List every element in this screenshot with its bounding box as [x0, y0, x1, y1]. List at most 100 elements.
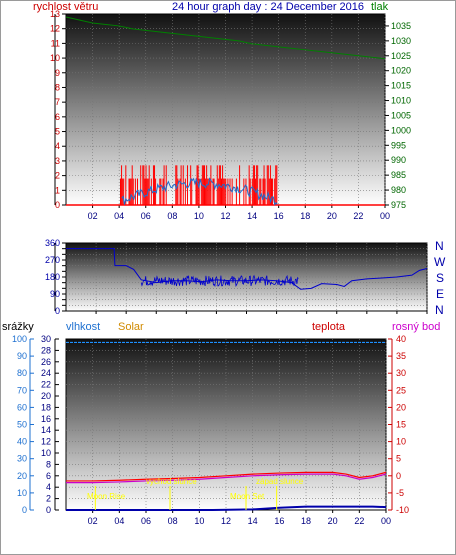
x-tick-label: 04 — [114, 211, 124, 221]
wind-tick-label: 3 — [55, 156, 60, 166]
rain-tick-label: 18 — [41, 402, 51, 412]
wind-average-line — [121, 177, 278, 206]
wind-tick-label: 9 — [55, 68, 60, 78]
direction-panel-series — [66, 248, 428, 290]
temperature-label: teplota — [312, 321, 346, 333]
x-tick-label: 02 — [88, 211, 98, 221]
wind-label: rychlost větru — [33, 1, 98, 13]
humidity-tick-label: 30 — [17, 454, 27, 464]
rain-tick-label: 24 — [41, 368, 51, 378]
pressure-tick-label: 1015 — [391, 81, 411, 91]
pressure-tick-label: 1000 — [391, 125, 411, 135]
x-tick-label: 06 — [141, 211, 151, 221]
x-tick-label: 14 — [247, 211, 257, 221]
temperature-tick-label: -10 — [396, 505, 409, 515]
compass-e: E — [436, 287, 444, 301]
pressure-tick-label: 975 — [391, 200, 406, 210]
dewpoint-line — [66, 473, 387, 484]
rain-tick-label: 30 — [41, 334, 51, 344]
wind-panel-axes: 0204060810121416182022000123456789101112… — [50, 9, 411, 221]
x-tick-label: 10 — [194, 211, 204, 221]
compass-n-bottom: N — [435, 303, 444, 317]
event-sunrise: vychod slunce — [146, 477, 197, 486]
temperature-humidity-panel — [65, 338, 387, 511]
direction-variability-line — [140, 274, 299, 288]
humidity-tick-label: 0 — [22, 505, 27, 515]
x-tick-label: 00 — [381, 516, 391, 526]
solar-label: Solar — [118, 321, 144, 333]
compass-w: W — [434, 255, 446, 269]
rain-line — [66, 505, 387, 511]
rain-tick-label: 20 — [41, 391, 51, 401]
rain-tick-label: 8 — [46, 459, 51, 469]
x-tick-label: 06 — [141, 516, 151, 526]
compass-s: S — [436, 271, 444, 285]
x-tick-label: 12 — [220, 211, 230, 221]
x-tick-label: 20 — [327, 211, 337, 221]
event-moon-set: Moon Set — [230, 492, 265, 501]
pressure-tick-label: 995 — [391, 140, 406, 150]
temperature-tick-label: 5 — [396, 454, 401, 464]
pressure-tick-label: 1035 — [391, 21, 411, 31]
direction-tick-label: 180 — [45, 272, 60, 282]
wind-tick-label: 4 — [55, 141, 60, 151]
x-tick-label: 18 — [300, 211, 310, 221]
rain-tick-label: 26 — [41, 357, 51, 367]
rain-tick-label: 4 — [46, 482, 51, 492]
wind-tick-label: 0 — [55, 200, 60, 210]
pressure-tick-label: 1020 — [391, 66, 411, 76]
wind-tick-label: 6 — [55, 112, 60, 122]
temperature-tick-label: 30 — [396, 368, 406, 378]
pressure-tick-label: 1010 — [391, 96, 411, 106]
humidity-tick-label: 50 — [17, 420, 27, 430]
humidity-tick-label: 80 — [17, 368, 27, 378]
humidity-tick-label: 90 — [17, 351, 27, 361]
x-tick-label: 02 — [88, 516, 98, 526]
rain-tick-label: 16 — [41, 414, 51, 424]
rain-tick-label: 28 — [41, 345, 51, 355]
pressure-tick-label: 990 — [391, 155, 406, 165]
x-tick-label: 16 — [274, 211, 284, 221]
x-tick-label: 18 — [301, 516, 311, 526]
direction-line — [66, 248, 428, 290]
x-tick-label: 04 — [114, 516, 124, 526]
temperature-tick-label: 25 — [396, 385, 406, 395]
x-tick-label: 10 — [194, 516, 204, 526]
graph-title: 24 hour graph day : 24 December 2016 — [172, 1, 364, 13]
rain-tick-label: 10 — [41, 448, 51, 458]
temperature-tick-label: 35 — [396, 351, 406, 361]
temperature-tick-label: 40 — [396, 334, 406, 344]
pressure-tick-label: 1025 — [391, 51, 411, 61]
event-sunset: západ slunce — [256, 477, 304, 486]
event-moon-rise: Moon Rise — [87, 492, 126, 501]
wind-panel-series — [65, 16, 386, 206]
pressure-label: tlak — [371, 1, 389, 13]
dewpoint-label: rosný bod — [392, 321, 440, 333]
compass-n-top: N — [435, 239, 444, 253]
x-tick-label: 20 — [328, 516, 338, 526]
rain-tick-label: 14 — [41, 425, 51, 435]
humidity-tick-label: 10 — [17, 488, 27, 498]
x-tick-label: 00 — [380, 211, 390, 221]
temperature-panel-series — [66, 341, 387, 511]
pressure-tick-label: 980 — [391, 185, 406, 195]
rain-tick-label: 2 — [46, 494, 51, 504]
rain-label: srážky — [2, 321, 34, 333]
direction-tick-label: 0 — [55, 306, 60, 316]
x-tick-label: 14 — [248, 516, 258, 526]
temperature-line — [66, 471, 387, 482]
temperature-tick-label: 15 — [396, 420, 406, 430]
rain-tick-label: 12 — [41, 437, 51, 447]
x-tick-label: 12 — [221, 516, 231, 526]
x-tick-label: 16 — [274, 516, 284, 526]
pressure-tick-label: 1030 — [391, 36, 411, 46]
humidity-tick-label: 20 — [17, 471, 27, 481]
humidity-label: vlhkost — [66, 321, 100, 333]
temperature-tick-label: -5 — [396, 488, 404, 498]
wind-tick-label: 7 — [55, 97, 60, 107]
humidity-tick-label: 60 — [17, 402, 27, 412]
direction-tick-label: 360 — [45, 238, 60, 248]
humidity-tick-label: 100 — [12, 334, 27, 344]
